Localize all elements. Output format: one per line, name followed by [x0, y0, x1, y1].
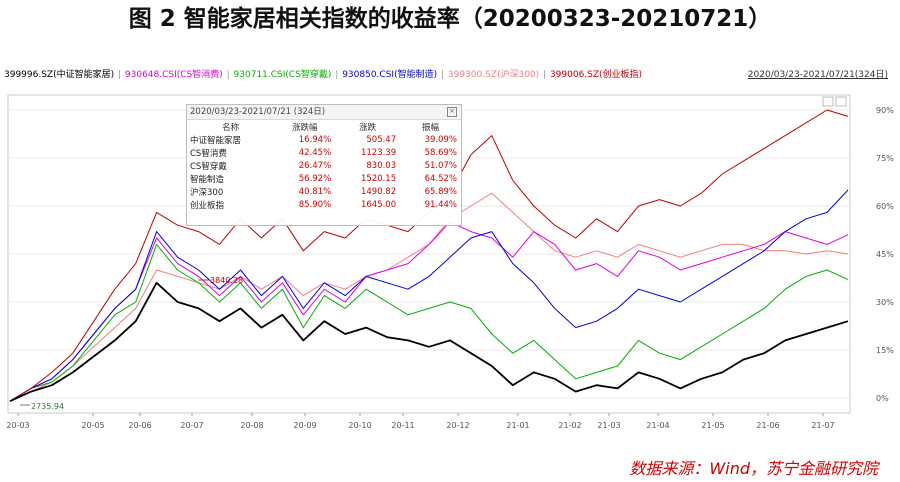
table-row[interactable]: CS智消费 42.45% 1123.39 58.69%: [187, 146, 461, 159]
legend-item-1[interactable]: 930648.CSI(CS智消费): [124, 70, 223, 80]
table-row[interactable]: CS智穿戴 26.47% 830.03 51.07%: [187, 159, 461, 172]
stats-panel: 2020/03/23-2021/07/21 (324日) × 名称 涨跌幅 涨跌…: [186, 104, 462, 226]
zoom-icon[interactable]: [822, 96, 847, 107]
x-tick-label: 20-05: [81, 421, 104, 430]
row-name: 创业板指: [190, 200, 225, 211]
y-tick-label: 90%: [876, 106, 894, 115]
row-change: 1520.15: [360, 173, 397, 184]
y-tick-label: 30%: [876, 298, 894, 307]
row-amplitude: 65.89%: [424, 186, 457, 197]
close-icon[interactable]: ×: [447, 107, 457, 117]
stats-col-change: 涨跌: [359, 122, 377, 133]
y-tick-label: 75%: [876, 154, 894, 163]
x-tick-label: 21-01: [506, 421, 529, 430]
series-line-3: [9, 189, 849, 402]
row-change-pct: 85.90%: [298, 199, 332, 210]
stats-col-amplitude: 振幅: [422, 122, 440, 133]
row-change-pct: 16.94%: [298, 134, 332, 145]
x-tick-label: 20-06: [128, 421, 151, 430]
source-note: 数据来源：Wind，苏宁金融研究院: [629, 459, 878, 478]
row-change-pct: 56.92%: [298, 173, 332, 184]
max-label: 3840.28: [210, 276, 243, 285]
date-range-link[interactable]: 2020/03/23-2021/07/21(324日): [747, 70, 888, 80]
x-tick-label: 20-03: [6, 421, 29, 430]
row-amplitude: 39.09%: [424, 134, 457, 145]
x-tick-label: 20-12: [446, 421, 469, 430]
row-amplitude: 51.07%: [424, 160, 457, 171]
row-change-pct: 40.81%: [298, 186, 332, 197]
x-tick-label: 20-08: [240, 421, 263, 430]
row-change: 830.03: [366, 160, 397, 171]
y-axis: 90% 75% 60% 45% 30% 15% 0%: [876, 106, 894, 403]
legend-item-3[interactable]: 930850.CSI(智能制造): [342, 70, 438, 80]
x-tick-label: 20-09: [293, 421, 316, 430]
series-line-1: [9, 221, 849, 402]
row-amplitude: 58.69%: [424, 147, 457, 158]
series-line-0: [9, 281, 849, 403]
legend-item-5[interactable]: 399006.SZ(创业板指): [549, 70, 643, 80]
max-annotation: 3840.28: [198, 276, 243, 285]
series-line-2: [9, 243, 849, 402]
y-tick-label: 15%: [876, 346, 894, 355]
legend-item-0[interactable]: 399996.SZ(中证智能家居): [4, 70, 115, 80]
y-tick-label: 0%: [876, 394, 889, 403]
stats-col-change-pct: 涨跌幅: [291, 122, 318, 133]
legend-item-4[interactable]: 399300.SZ(沪深300): [447, 70, 540, 80]
x-tick-label: 21-04: [646, 421, 669, 430]
legend: 399996.SZ(中证智能家居) | 930648.CSI(CS智消费) | …: [4, 70, 643, 80]
table-row[interactable]: 中证智能家居 16.94% 505.47 39.09%: [187, 133, 461, 146]
row-change-pct: 42.45%: [298, 147, 332, 158]
row-name: 中证智能家居: [190, 135, 242, 146]
y-tick-label: 45%: [876, 250, 894, 259]
stats-col-name: 名称: [222, 122, 240, 133]
row-change-pct: 26.47%: [298, 160, 332, 171]
row-change: 505.47: [366, 134, 397, 145]
stats-panel-title: 2020/03/23-2021/07/21 (324日): [190, 107, 326, 117]
chart-title: 图 2 智能家居相关指数的收益率（20200323-20210721）: [128, 6, 772, 32]
stats-header-row: 名称 涨跌幅 涨跌 振幅: [187, 120, 461, 133]
x-tick-label: 21-05: [701, 421, 724, 430]
table-row[interactable]: 智能制造 56.92% 1520.15 64.52%: [187, 172, 461, 185]
row-name: CS智穿戴: [190, 161, 227, 172]
row-name: 沪深300: [190, 187, 224, 198]
x-tick-label: 20-11: [391, 421, 414, 430]
x-axis: 20-03 20-05 20-06 20-07 20-08 20-09 20-10 20-11…: [6, 413, 835, 430]
row-amplitude: 64.52%: [424, 173, 457, 184]
row-amplitude: 91.44%: [424, 199, 457, 210]
x-tick-label: 20-07: [180, 421, 203, 430]
row-name: CS智消费: [190, 148, 227, 159]
row-name: 智能制造: [190, 174, 225, 185]
table-row[interactable]: 沪深300 40.81% 1490.82 65.89%: [187, 185, 461, 198]
x-tick-label: 21-07: [811, 421, 834, 430]
table-row[interactable]: 创业板指 85.90% 1645.00 91.44%: [187, 198, 461, 211]
min-label: 2735.94: [31, 402, 64, 411]
x-tick-label: 21-02: [558, 421, 581, 430]
y-tick-label: 60%: [876, 202, 894, 211]
stats-table: 名称 涨跌幅 涨跌 振幅 中证智能家居 16.94% 505.47 39.09%…: [187, 120, 461, 211]
stats-panel-header: 2020/03/23-2021/07/21 (324日) ×: [187, 105, 461, 120]
legend-item-2[interactable]: 930711.CSI(CS智穿戴): [233, 70, 332, 80]
min-annotation: 2735.94: [20, 402, 64, 411]
row-change: 1645.00: [360, 199, 397, 210]
x-tick-label: 21-06: [756, 421, 779, 430]
row-change: 1123.39: [360, 147, 397, 158]
row-change: 1490.82: [360, 186, 397, 197]
x-tick-label: 20-10: [348, 421, 371, 430]
x-tick-label: 21-03: [597, 421, 620, 430]
